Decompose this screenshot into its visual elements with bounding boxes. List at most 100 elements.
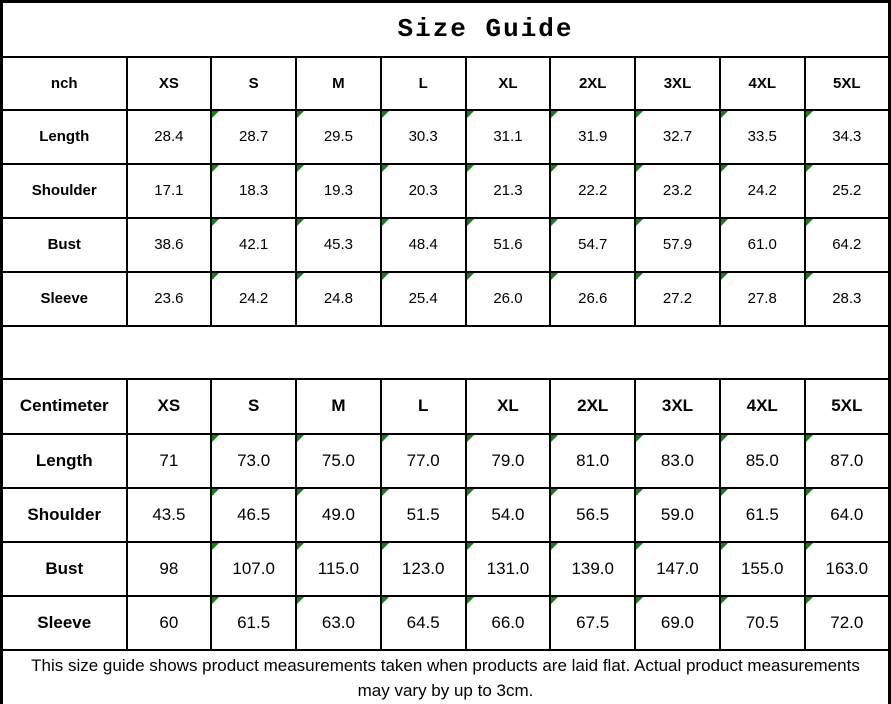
- size-header: 5XL: [803, 55, 891, 111]
- measurement-cell-flagged: 28.3: [803, 270, 891, 327]
- measurement-cell-flagged: 59.0: [634, 486, 721, 543]
- inch-unit-header: nch: [0, 55, 128, 111]
- inch-sleeve-row: Sleeve 23.6 24.2 24.8 25.4 26.0 26.6 27.…: [0, 270, 891, 327]
- measurement-cell-flagged: 42.1: [210, 216, 298, 273]
- measurement-cell-flagged: 64.0: [803, 486, 891, 543]
- measurement-cell: 71: [125, 432, 213, 489]
- measurement-cell-flagged: 67.5: [549, 594, 637, 651]
- cm-unit-header: Centimeter: [0, 377, 128, 435]
- measurement-cell: 98: [125, 540, 213, 597]
- inch-header-row: nch XS S M L XL 2XL 3XL 4XL 5XL: [0, 55, 891, 111]
- row-label: Bust: [0, 540, 128, 597]
- measurement-cell-flagged: 79.0: [464, 432, 552, 489]
- measurement-cell-flagged: 26.6: [549, 270, 637, 327]
- spacer-row: [1, 324, 890, 380]
- row-label: Length: [0, 432, 128, 489]
- size-header: 3XL: [634, 55, 721, 111]
- footer-note-line-2: may vary by up to 3cm.: [357, 681, 534, 700]
- measurement-cell-flagged: 57.9: [634, 216, 721, 273]
- measurement-cell-flagged: 45.3: [295, 216, 382, 273]
- measurement-cell-flagged: 64.2: [803, 216, 891, 273]
- measurement-cell-flagged: 19.3: [295, 162, 382, 219]
- measurement-cell-flagged: 72.0: [803, 594, 891, 651]
- title-row: Size Guide: [0, 0, 891, 58]
- measurement-cell-flagged: 70.5: [718, 594, 806, 651]
- measurement-cell-flagged: 32.7: [634, 108, 721, 165]
- measurement-cell-flagged: 27.2: [634, 270, 721, 327]
- size-header: S: [210, 377, 298, 435]
- measurement-cell-flagged: 21.3: [464, 162, 552, 219]
- measurement-cell-flagged: 49.0: [295, 486, 382, 543]
- cm-sleeve-row: Sleeve 60 61.5 63.0 64.5 66.0 67.5 69.0 …: [0, 594, 891, 651]
- size-header: 2XL: [549, 377, 637, 435]
- size-header: XL: [464, 55, 552, 111]
- inch-length-row: Length 28.4 28.7 29.5 30.3 31.1 31.9 32.…: [0, 108, 891, 165]
- measurement-cell-flagged: 139.0: [549, 540, 637, 597]
- measurement-cell-flagged: 29.5: [295, 108, 382, 165]
- spacer-cell: [1, 324, 890, 380]
- measurement-cell-flagged: 54.0: [464, 486, 552, 543]
- measurement-cell: 17.1: [125, 162, 213, 219]
- footer-note: This size guide shows product measuremen…: [0, 648, 891, 704]
- measurement-cell-flagged: 22.2: [549, 162, 637, 219]
- measurement-cell-flagged: 81.0: [549, 432, 637, 489]
- measurement-cell-flagged: 83.0: [634, 432, 721, 489]
- page-title: Size Guide: [0, 0, 891, 58]
- measurement-cell-flagged: 87.0: [803, 432, 891, 489]
- size-header: XS: [125, 55, 213, 111]
- row-label: Bust: [0, 216, 128, 273]
- measurement-cell: 60: [125, 594, 213, 651]
- measurement-cell-flagged: 155.0: [718, 540, 806, 597]
- measurement-cell-flagged: 123.0: [379, 540, 467, 597]
- measurement-cell-flagged: 27.8: [718, 270, 806, 327]
- measurement-cell-flagged: 69.0: [634, 594, 721, 651]
- cm-header-row: Centimeter XS S M L XL 2XL 3XL 4XL 5XL: [0, 377, 891, 435]
- size-header: L: [379, 55, 467, 111]
- size-header: XS: [125, 377, 213, 435]
- measurement-cell-flagged: 73.0: [210, 432, 298, 489]
- measurement-cell-flagged: 30.3: [379, 108, 467, 165]
- measurement-cell-flagged: 34.3: [803, 108, 891, 165]
- size-header: XL: [464, 377, 552, 435]
- measurement-cell-flagged: 107.0: [210, 540, 298, 597]
- measurement-cell-flagged: 24.2: [210, 270, 298, 327]
- size-header: S: [210, 55, 298, 111]
- measurement-cell-flagged: 75.0: [295, 432, 382, 489]
- measurement-cell: 23.6: [125, 270, 213, 327]
- size-header: M: [295, 55, 382, 111]
- measurement-cell-flagged: 20.3: [379, 162, 467, 219]
- measurement-cell-flagged: 61.5: [718, 486, 806, 543]
- measurement-cell-flagged: 85.0: [718, 432, 806, 489]
- measurement-cell-flagged: 24.8: [295, 270, 382, 327]
- inch-bust-row: Bust 38.6 42.1 45.3 48.4 51.6 54.7 57.9 …: [0, 216, 891, 273]
- size-header: 2XL: [549, 55, 637, 111]
- row-label: Length: [0, 108, 128, 165]
- inch-shoulder-row: Shoulder 17.1 18.3 19.3 20.3 21.3 22.2 2…: [0, 162, 891, 219]
- measurement-cell-flagged: 77.0: [379, 432, 467, 489]
- measurement-cell-flagged: 56.5: [549, 486, 637, 543]
- row-label: Sleeve: [0, 594, 128, 651]
- measurement-cell-flagged: 33.5: [718, 108, 806, 165]
- measurement-cell-flagged: 63.0: [295, 594, 382, 651]
- measurement-cell: 38.6: [125, 216, 213, 273]
- size-header: 3XL: [634, 377, 721, 435]
- footer-row: This size guide shows product measuremen…: [0, 648, 891, 704]
- measurement-cell-flagged: 48.4: [379, 216, 467, 273]
- measurement-cell: 28.4: [125, 108, 213, 165]
- measurement-cell-flagged: 147.0: [634, 540, 721, 597]
- cm-bust-row: Bust 98 107.0 115.0 123.0 131.0 139.0 14…: [0, 540, 891, 597]
- size-header: 5XL: [803, 377, 891, 435]
- row-label: Shoulder: [0, 162, 128, 219]
- measurement-cell-flagged: 18.3: [210, 162, 298, 219]
- measurement-cell-flagged: 64.5: [379, 594, 467, 651]
- measurement-cell-flagged: 26.0: [464, 270, 552, 327]
- cm-shoulder-row: Shoulder 43.5 46.5 49.0 51.5 54.0 56.5 5…: [0, 486, 891, 543]
- measurement-cell-flagged: 46.5: [210, 486, 298, 543]
- measurement-cell-flagged: 131.0: [464, 540, 552, 597]
- measurement-cell-flagged: 23.2: [634, 162, 721, 219]
- measurement-cell-flagged: 25.2: [803, 162, 891, 219]
- size-header: 4XL: [718, 55, 806, 111]
- measurement-cell-flagged: 31.9: [549, 108, 637, 165]
